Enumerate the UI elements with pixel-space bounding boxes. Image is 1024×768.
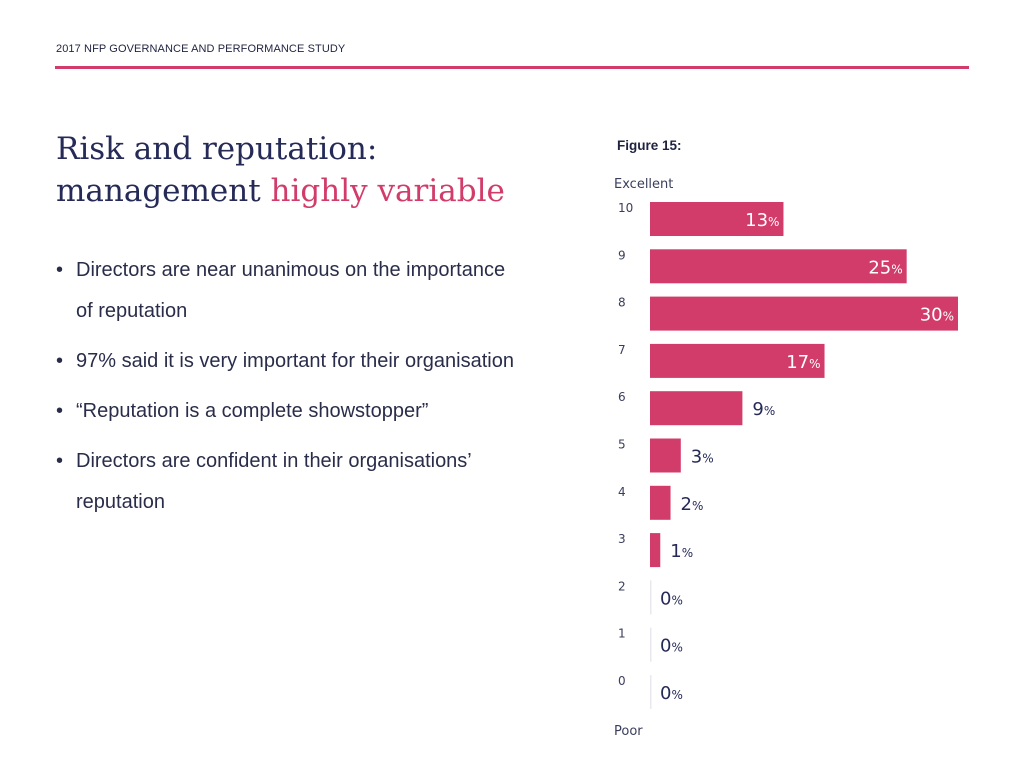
figure-label: Figure 15:: [617, 138, 682, 153]
data-label: 1%: [670, 541, 693, 562]
bullet-dot-icon: •: [56, 450, 64, 472]
page-title: Risk and reputation: management highly v…: [56, 128, 505, 212]
rating-bar-chart: 10 13% 9 25% 8 30% 7 17% 6 9% 5 3% 4 2% 3 1% 2 0% 1 0% 0 0%: [618, 201, 958, 709]
report-header: 2017 NFP GOVERNANCE AND PERFORMANCE STUD…: [56, 43, 346, 55]
category-label: 9: [618, 248, 626, 262]
bullet-text: 97% said it is very important for their …: [76, 350, 514, 372]
zero-bar: [650, 580, 652, 615]
bar: [650, 391, 743, 426]
bullet-item: • Directors are near unanimous on the imp…: [56, 250, 526, 332]
axis-label-top: Excellent: [614, 177, 674, 192]
data-label: 3%: [691, 447, 714, 468]
category-label: 5: [618, 438, 626, 452]
bullet-item: • 97% said it is very important for their…: [56, 341, 526, 382]
data-label: 25%: [868, 257, 902, 278]
bar: [650, 438, 681, 473]
category-label: 4: [618, 485, 626, 499]
data-label: 13%: [745, 210, 779, 231]
bullet-item: • “Reputation is a complete showstopper”: [56, 391, 526, 432]
bar: [650, 296, 958, 331]
data-label: 30%: [920, 305, 954, 326]
bar: [650, 249, 907, 284]
title-line-2-main: management: [56, 173, 261, 209]
bullet-dot-icon: •: [56, 350, 64, 372]
title-line-2-accent: highly variable: [270, 173, 505, 209]
bar: [650, 533, 661, 568]
zero-bar: [650, 675, 652, 709]
category-label: 1: [618, 627, 626, 641]
category-label: 3: [618, 532, 626, 546]
bar: [650, 485, 671, 520]
title-line-2: management highly variable: [56, 170, 505, 212]
bar: [650, 343, 825, 378]
bullet-text: Directors are near unanimous on the impo…: [76, 259, 506, 322]
bar: [650, 202, 784, 236]
header-divider: [55, 66, 969, 69]
title-line-1: Risk and reputation:: [56, 131, 378, 167]
category-label: 2: [618, 579, 626, 593]
category-label: 8: [618, 296, 626, 310]
data-label: 0%: [660, 683, 683, 704]
data-label: 0%: [660, 588, 683, 609]
bullet-text: Directors are confident in their organis…: [76, 450, 472, 513]
zero-bar: [650, 627, 652, 662]
data-label: 17%: [786, 352, 820, 373]
bullet-item: • Directors are confident in their organi…: [56, 441, 526, 523]
category-label: 6: [618, 390, 626, 404]
data-label: 2%: [681, 494, 704, 515]
bullet-dot-icon: •: [56, 259, 64, 281]
bullet-list: • Directors are near unanimous on the imp…: [56, 250, 526, 532]
data-label: 0%: [660, 636, 683, 657]
bullet-text: “Reputation is a complete showstopper”: [76, 400, 429, 422]
axis-label-bottom: Poor: [614, 724, 643, 739]
category-label: 7: [618, 343, 626, 357]
category-label: 10: [618, 201, 633, 215]
category-label: 0: [618, 674, 626, 688]
bullet-dot-icon: •: [56, 400, 64, 422]
data-label: 9%: [752, 399, 775, 420]
